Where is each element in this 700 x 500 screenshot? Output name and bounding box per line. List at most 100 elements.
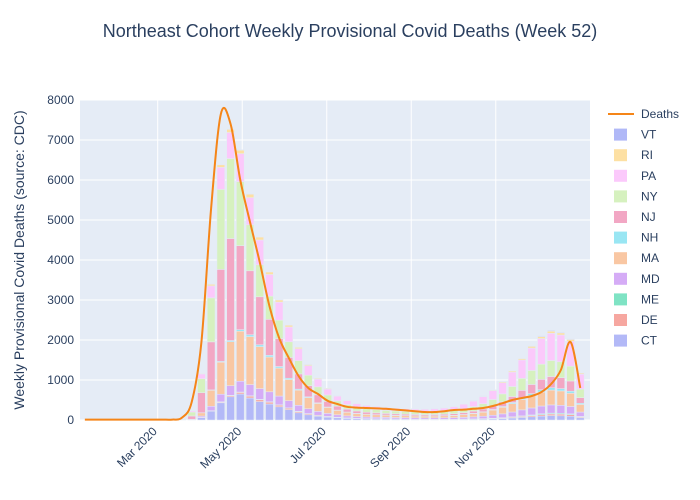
y-tick-label: 7000 (47, 133, 74, 147)
bar-ma (430, 415, 439, 419)
bar-md (469, 416, 478, 420)
bar-ma (343, 412, 352, 417)
bar-pa (207, 285, 216, 299)
y-tick-label: 8000 (47, 93, 74, 107)
bar-pa (313, 378, 323, 388)
bar-de (255, 399, 264, 402)
bar-ri (547, 330, 556, 334)
bar-vt (547, 330, 556, 332)
bar-ri (216, 164, 225, 168)
bar-ma (459, 414, 468, 418)
bar-ct (313, 415, 323, 421)
bar-nj (255, 296, 264, 346)
legend-swatch-ct (614, 334, 627, 347)
bar-stacks (177, 128, 585, 421)
bar-vt (527, 345, 536, 347)
bar-md (352, 416, 361, 419)
bar-ny (547, 360, 556, 377)
bar-md (313, 411, 323, 416)
bar-ri (255, 236, 264, 241)
bar-ma (313, 403, 323, 412)
bar-md (265, 391, 274, 403)
bar-ny (226, 158, 235, 239)
bar-ma (294, 389, 303, 406)
bar-ma (245, 336, 255, 385)
legend-swatch-de (614, 314, 627, 326)
bar-ma (236, 330, 245, 382)
bar-ma (207, 390, 216, 407)
bar-ma (420, 415, 429, 419)
bar-ma (304, 397, 313, 410)
bar-md (245, 384, 255, 397)
bar-ny (498, 393, 507, 403)
bar-ma (275, 367, 284, 397)
y-axis-title: Weekly Provisional Covid Deaths (source:… (11, 110, 27, 409)
legend-label-deaths: Deaths (641, 107, 679, 121)
bar-ct (284, 409, 293, 421)
deaths-line-path (84, 107, 582, 421)
legend-label-vt: VT (641, 128, 657, 142)
bar-ri (275, 299, 284, 303)
legend-swatch-ny (614, 190, 627, 203)
bar-md (275, 395, 284, 406)
bar-vt (245, 193, 255, 195)
bar-ct (207, 410, 216, 421)
bar-nj (479, 408, 488, 413)
bar-md (294, 405, 303, 412)
bar-md (527, 407, 536, 416)
bar-nj (236, 245, 245, 330)
bar-ma (362, 414, 371, 418)
bar-ma (449, 415, 459, 418)
y-axis-ticks: 0 1000 2000 3000 4000 5000 6000 7000 8000 (47, 93, 74, 427)
bar-nj (216, 269, 225, 362)
legend-swatch-md (614, 272, 627, 285)
legend-swatch-nj (614, 211, 627, 223)
bar-md (508, 411, 517, 418)
bar-ct (527, 416, 536, 421)
legend: Deaths VT RI PA NY NJ NH MA MD ME DE CT (608, 107, 679, 348)
deaths-line (84, 107, 582, 421)
bar-ma (576, 404, 585, 413)
bar-vt (556, 331, 565, 334)
legend-swatch-me (614, 293, 627, 306)
bar-md (517, 409, 527, 417)
bar-nj (343, 408, 352, 413)
legend-swatch-pa (614, 169, 627, 182)
bar-ct (556, 415, 565, 421)
bar-ny (362, 408, 371, 413)
bar-md (216, 393, 225, 403)
bar-ny (381, 410, 391, 414)
bar-md (537, 405, 546, 415)
bar-ct (197, 417, 206, 421)
bar-ny (284, 341, 293, 358)
bar-ct (508, 417, 517, 421)
y-tick-label: 5000 (47, 213, 74, 227)
bar-md (547, 404, 556, 414)
bar-nj (469, 410, 478, 414)
bar-ct (537, 415, 546, 421)
bar-ma (265, 356, 274, 393)
y-tick-label: 1000 (47, 373, 74, 387)
bar-pa (459, 403, 468, 410)
bar-ma (284, 379, 293, 401)
bar-nh (255, 344, 264, 347)
bar-ma (547, 389, 556, 406)
legend-label-ny: NY (641, 189, 658, 203)
y-tick-label: 6000 (47, 173, 74, 187)
legend-label-ct: CT (641, 334, 658, 348)
bar-ct (304, 414, 313, 421)
legend-label-de: DE (641, 313, 658, 327)
legend-swatch-ma (614, 252, 627, 265)
bar-nh (245, 334, 255, 337)
bar-ny (391, 410, 400, 415)
bar-ma (488, 409, 497, 416)
bar-md (333, 414, 342, 418)
bar-ct (265, 403, 274, 421)
bar-pa (469, 400, 478, 407)
bar-ny (517, 378, 527, 391)
bar-ct (245, 397, 255, 421)
bar-pa (537, 338, 546, 365)
bar-ny (372, 409, 381, 414)
bar-ma (323, 407, 332, 414)
bar-nj (556, 377, 565, 389)
